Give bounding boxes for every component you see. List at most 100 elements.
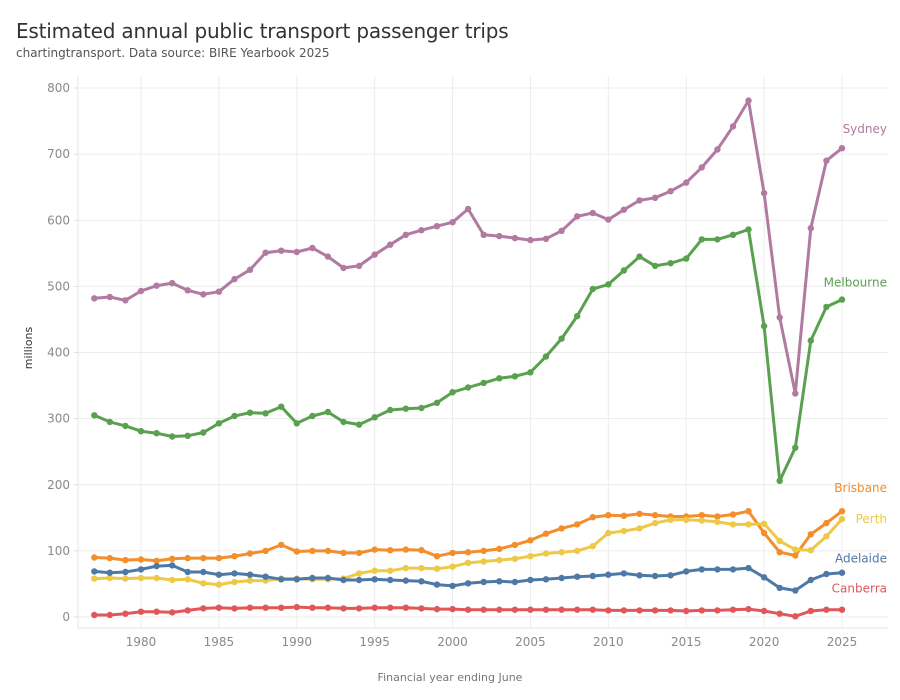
- data-point[interactable]: [667, 607, 674, 614]
- data-point[interactable]: [745, 508, 752, 515]
- data-point[interactable]: [169, 562, 176, 569]
- data-point[interactable]: [137, 608, 145, 615]
- data-point[interactable]: [371, 604, 378, 611]
- data-point[interactable]: [823, 533, 830, 540]
- data-point[interactable]: [714, 518, 721, 525]
- data-point[interactable]: [122, 422, 129, 430]
- data-point[interactable]: [106, 293, 114, 301]
- data-point[interactable]: [605, 512, 612, 519]
- data-point[interactable]: [745, 564, 752, 572]
- data-point[interactable]: [496, 578, 503, 585]
- data-point[interactable]: [480, 578, 487, 586]
- data-point[interactable]: [683, 516, 690, 523]
- data-point[interactable]: [184, 554, 191, 562]
- data-point[interactable]: [184, 432, 191, 439]
- data-point[interactable]: [589, 543, 596, 550]
- data-point[interactable]: [293, 248, 300, 256]
- data-point[interactable]: [246, 409, 254, 416]
- data-point[interactable]: [620, 512, 628, 519]
- data-point[interactable]: [355, 576, 363, 584]
- data-point[interactable]: [558, 606, 565, 613]
- data-point[interactable]: [683, 255, 690, 262]
- data-point[interactable]: [792, 546, 799, 553]
- data-point[interactable]: [449, 582, 456, 590]
- data-point[interactable]: [589, 514, 596, 521]
- data-point[interactable]: [651, 607, 659, 614]
- data-point[interactable]: [589, 606, 596, 613]
- data-point[interactable]: [169, 609, 176, 616]
- data-point[interactable]: [511, 373, 519, 380]
- data-point[interactable]: [309, 547, 316, 555]
- data-point[interactable]: [605, 529, 612, 537]
- data-point[interactable]: [729, 123, 737, 130]
- data-point[interactable]: [122, 575, 129, 582]
- data-point[interactable]: [636, 572, 643, 579]
- data-point[interactable]: [122, 297, 129, 304]
- data-point[interactable]: [636, 607, 643, 614]
- data-point[interactable]: [527, 576, 534, 584]
- data-point[interactable]: [558, 335, 565, 342]
- data-point[interactable]: [449, 549, 456, 557]
- data-point[interactable]: [511, 234, 519, 242]
- data-point[interactable]: [729, 566, 737, 573]
- data-point[interactable]: [760, 322, 768, 330]
- data-point[interactable]: [324, 604, 332, 611]
- data-point[interactable]: [698, 236, 705, 243]
- data-point[interactable]: [340, 549, 347, 557]
- data-point[interactable]: [698, 517, 705, 524]
- data-point[interactable]: [636, 197, 643, 204]
- data-point[interactable]: [324, 547, 332, 555]
- data-point[interactable]: [698, 512, 705, 519]
- data-point[interactable]: [200, 291, 207, 298]
- data-point[interactable]: [246, 571, 254, 578]
- data-point[interactable]: [496, 606, 503, 613]
- data-point[interactable]: [371, 414, 378, 421]
- data-point[interactable]: [200, 580, 207, 587]
- data-point[interactable]: [278, 247, 285, 254]
- data-point[interactable]: [340, 605, 347, 612]
- data-point[interactable]: [184, 576, 191, 583]
- data-point[interactable]: [246, 550, 254, 557]
- data-point[interactable]: [511, 555, 519, 562]
- data-point[interactable]: [418, 547, 425, 554]
- data-point[interactable]: [402, 231, 409, 238]
- data-point[interactable]: [402, 564, 409, 572]
- data-point[interactable]: [464, 205, 472, 213]
- data-point[interactable]: [636, 253, 643, 260]
- data-point[interactable]: [542, 550, 550, 557]
- data-point[interactable]: [231, 578, 238, 586]
- data-point[interactable]: [807, 531, 814, 538]
- data-point[interactable]: [309, 574, 316, 582]
- data-point[interactable]: [433, 605, 441, 613]
- data-point[interactable]: [698, 607, 705, 614]
- data-point[interactable]: [776, 610, 783, 617]
- data-point[interactable]: [418, 605, 425, 612]
- data-point[interactable]: [293, 548, 300, 555]
- data-point[interactable]: [838, 145, 846, 152]
- data-point[interactable]: [698, 164, 705, 171]
- data-point[interactable]: [667, 188, 674, 195]
- data-point[interactable]: [262, 249, 269, 256]
- data-point[interactable]: [542, 530, 550, 537]
- data-point[interactable]: [527, 369, 534, 376]
- data-point[interactable]: [511, 541, 519, 549]
- data-point[interactable]: [745, 521, 752, 528]
- data-point[interactable]: [714, 513, 721, 520]
- data-point[interactable]: [620, 527, 628, 535]
- data-point[interactable]: [293, 603, 300, 611]
- data-point[interactable]: [231, 553, 238, 560]
- data-point[interactable]: [792, 444, 799, 451]
- data-point[interactable]: [667, 260, 674, 267]
- data-point[interactable]: [231, 412, 238, 420]
- data-point[interactable]: [496, 232, 503, 240]
- data-point[interactable]: [231, 605, 238, 612]
- data-point[interactable]: [122, 556, 129, 564]
- data-point[interactable]: [838, 508, 846, 515]
- data-point[interactable]: [558, 525, 565, 532]
- data-point[interactable]: [153, 574, 160, 582]
- data-point[interactable]: [792, 390, 799, 397]
- data-point[interactable]: [496, 556, 503, 564]
- data-point[interactable]: [667, 516, 674, 523]
- data-point[interactable]: [387, 604, 394, 611]
- data-point[interactable]: [215, 581, 223, 588]
